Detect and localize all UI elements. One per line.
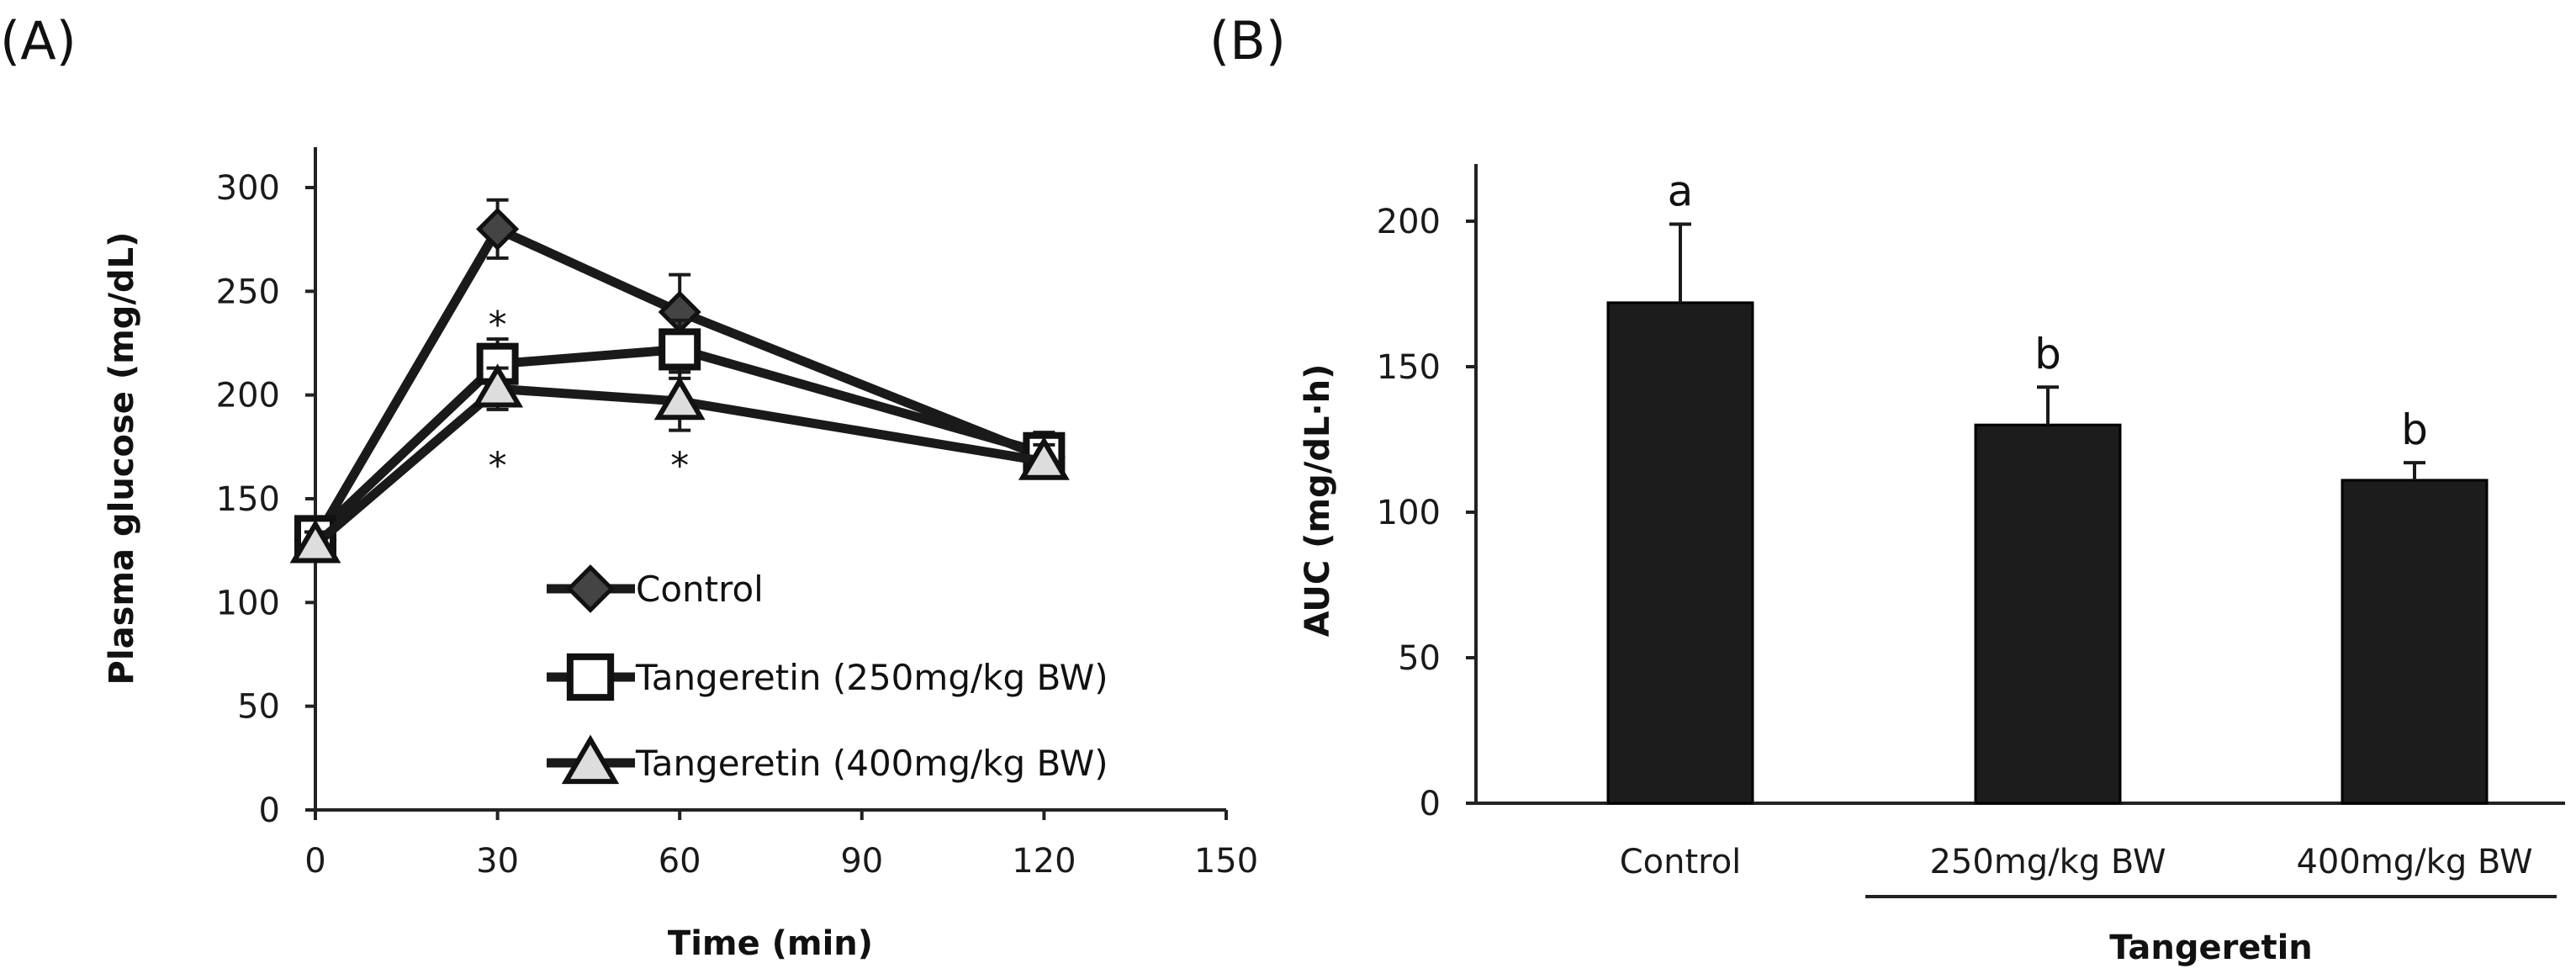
panel-a-x-tick-label: 30 [476, 842, 519, 881]
category-label: 400mg/kg BW [2296, 843, 2532, 881]
tangeretin-group-label: Tangeretin [2109, 929, 2313, 967]
significance-asterisk: * [489, 445, 507, 488]
bar-0 [1606, 301, 1754, 805]
legend-label: Tangeretin (400mg/kg BW) [635, 743, 1108, 784]
panel-a-y-tick-label: 300 [216, 169, 280, 208]
panel-a-line-chart: (A) 0 50 100 150 200 250 300 0 30 60 90 120 150 Pla… [0, 10, 1258, 963]
panel-b-y-axis-title: AUC (mg/dL·h) [1299, 364, 1337, 638]
panel-b-y-tick-label: 100 [1377, 494, 1441, 532]
panel-b-y-tick-label: 200 [1377, 203, 1441, 241]
data-point-triangle [1018, 436, 1070, 480]
panel-a-y-tick-label: 250 [216, 273, 280, 311]
panel-b-label: (B) [1209, 10, 1286, 71]
significance-asterisk: * [670, 445, 689, 488]
category-label: Control [1620, 843, 1742, 881]
panel-b-bar-chart: (B) 0 50 100 150 200 AUC (mg/dL·h) a Control b… [1209, 10, 2565, 967]
legend-marker-diamond [566, 564, 615, 613]
bar-2 [2341, 479, 2489, 805]
panel-a-y-tick-label: 200 [216, 377, 280, 415]
panel-a-y-tick-label: 150 [216, 480, 280, 519]
panel-a-label: (A) [0, 10, 77, 71]
panel-a-x-tick-label: 90 [840, 842, 883, 881]
data-point-triangle [289, 519, 341, 564]
data-point-square [659, 328, 701, 371]
panel-b-y-tick-label: 150 [1377, 348, 1441, 387]
series-square [294, 318, 1066, 558]
series-triangle [289, 363, 1070, 564]
panel-a-legend: Control Tangeretin (250mg/kg BW) Tangereti… [547, 564, 1108, 785]
significance-letter: b [2401, 405, 2428, 454]
legend-marker-square [566, 653, 615, 701]
data-point-triangle [653, 376, 706, 421]
panel-a-y-tick-label: 100 [216, 584, 280, 622]
series-line-square [312, 344, 1045, 540]
significance-letter: a [1668, 167, 1694, 215]
panel-a-x-tick-label: 120 [1012, 842, 1076, 881]
panel-a-x-tick-label: 60 [659, 842, 701, 881]
category-label: 250mg/kg BW [1929, 843, 2166, 881]
legend-label: Control [636, 569, 764, 610]
panel-a-x-tick-label: 0 [304, 842, 325, 881]
panel-a-y-axis-title: Plasma glucose (mg/dL) [103, 232, 141, 685]
data-point-diamond [476, 207, 520, 251]
significance-letter: b [2034, 330, 2061, 378]
legend-label: Tangeretin (250mg/kg BW) [635, 657, 1108, 698]
panel-b-y-tick-label: 0 [1420, 785, 1441, 823]
panel-a-y-tick-label: 50 [237, 688, 280, 727]
bar-1 [1974, 423, 2122, 805]
series-line-triangle [312, 384, 1045, 548]
panel-b-y-tick-label: 50 [1398, 639, 1441, 678]
series-line-diamond [311, 224, 1046, 543]
panel-a-x-tick-label: 150 [1194, 842, 1258, 881]
legend-marker-triangle [561, 734, 620, 785]
panel-a-x-axis-title: Time (min) [668, 924, 873, 963]
data-point-triangle [472, 363, 524, 408]
significance-asterisk: * [489, 304, 507, 347]
panel-a-y-tick-label: 0 [259, 791, 280, 830]
